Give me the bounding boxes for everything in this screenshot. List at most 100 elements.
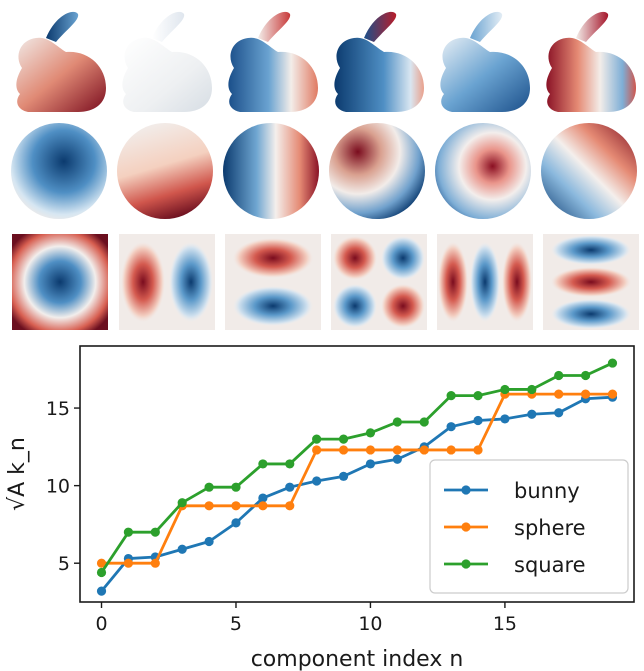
bunny-mode-6 [546, 11, 636, 112]
data-point-bunny [338, 471, 349, 481]
data-point-sphere [607, 389, 618, 399]
x-tick-label: 15 [493, 613, 517, 635]
data-point-square [392, 417, 402, 427]
data-point-sphere [285, 501, 295, 511]
data-point-bunny [446, 422, 456, 432]
data-point-bunny [177, 544, 187, 554]
data-point-sphere [258, 501, 268, 511]
data-point-sphere [204, 501, 214, 511]
bunny-row [16, 11, 636, 112]
eigenmode-visualization-grid [11, 11, 639, 330]
square-mode-2 [119, 234, 215, 330]
square-row [12, 234, 639, 330]
y-tick-label: 15 [46, 398, 70, 420]
data-point-square [580, 370, 591, 381]
data-point-sphere [150, 558, 160, 568]
x-axis-label: component index n [251, 647, 464, 671]
data-point-bunny [500, 414, 510, 424]
data-point-square [473, 391, 483, 401]
legend-marker [461, 485, 471, 495]
data-point-square [312, 434, 322, 444]
square-mode-1 [12, 234, 108, 330]
bunny-mode-4 [334, 11, 424, 112]
series-square [96, 358, 618, 578]
data-point-bunny [285, 482, 295, 492]
sphere-mode-2 [117, 123, 213, 219]
data-point-square [419, 417, 429, 427]
sphere-mode-3 [223, 123, 319, 219]
y-tick-label: 5 [58, 553, 70, 575]
legend-label: bunny [514, 479, 580, 503]
legend-marker [461, 522, 471, 532]
data-point-sphere [580, 389, 591, 399]
data-point-square [96, 567, 107, 578]
legend: bunny sphere square [429, 459, 629, 594]
data-point-sphere [554, 389, 564, 399]
y-tick-label: 10 [46, 476, 70, 498]
data-point-sphere [473, 445, 483, 455]
legend-marker [461, 559, 471, 569]
data-point-sphere [338, 445, 349, 455]
data-point-sphere [96, 558, 107, 568]
data-point-bunny [527, 409, 537, 419]
bunny-mode-2 [122, 11, 212, 112]
plot-frame [79, 345, 635, 603]
data-point-bunny [392, 454, 402, 464]
legend-label: square [514, 553, 586, 577]
square-mode-3 [225, 234, 321, 330]
x-tick-label: 0 [95, 613, 107, 635]
legend-item-bunny: bunny [444, 479, 580, 503]
data-point-sphere [312, 445, 322, 455]
axes: 0 5 10 15 5 10 15 [46, 398, 517, 635]
data-point-sphere [392, 445, 402, 455]
legend-item-square: square [444, 553, 586, 577]
data-point-square [150, 527, 160, 537]
data-point-bunny [312, 476, 322, 486]
legend-label: sphere [514, 516, 586, 540]
x-tick-label: 10 [358, 613, 382, 635]
square-mode-4 [331, 234, 427, 330]
sphere-row [11, 123, 637, 219]
square-mode-6 [543, 234, 639, 330]
data-point-bunny [258, 493, 268, 503]
eigenvalue-line-chart: 0 5 10 15 5 10 15 bunny sphere square component … [5, 345, 635, 671]
bunny-mode-1 [16, 11, 106, 112]
square-mode-5 [437, 234, 533, 330]
data-point-bunny [231, 518, 241, 528]
data-point-square [258, 459, 268, 469]
data-point-bunny [365, 459, 376, 469]
data-point-square [338, 434, 349, 444]
legend-item-sphere: sphere [444, 516, 586, 540]
data-point-bunny [554, 408, 564, 418]
y-axis-label: √A k_n [5, 437, 30, 511]
data-point-square [446, 391, 456, 401]
data-point-square [554, 370, 564, 381]
data-point-sphere [446, 445, 456, 455]
sphere-mode-4 [329, 123, 425, 219]
data-point-sphere [231, 501, 241, 511]
data-point-sphere [365, 445, 376, 455]
series-layer [96, 358, 618, 596]
data-point-sphere [123, 558, 134, 568]
data-point-square [285, 459, 295, 469]
data-point-bunny [96, 586, 107, 596]
data-point-square [123, 527, 134, 537]
sphere-mode-5 [435, 123, 531, 219]
data-point-bunny [473, 415, 483, 426]
sphere-mode-6 [541, 123, 637, 219]
data-point-square [365, 428, 376, 438]
bunny-mode-5 [440, 11, 530, 112]
data-point-bunny [204, 536, 214, 547]
data-point-square [204, 482, 214, 492]
data-point-sphere [419, 445, 429, 455]
series-sphere [96, 389, 618, 568]
legend-box [429, 459, 629, 594]
data-point-square [231, 482, 241, 492]
data-point-square [500, 384, 510, 395]
data-point-square [607, 358, 618, 368]
x-tick-label: 5 [230, 613, 242, 635]
bunny-mode-3 [228, 11, 318, 112]
data-point-square [177, 498, 187, 508]
data-point-square [527, 384, 537, 395]
sphere-mode-1 [11, 123, 107, 219]
